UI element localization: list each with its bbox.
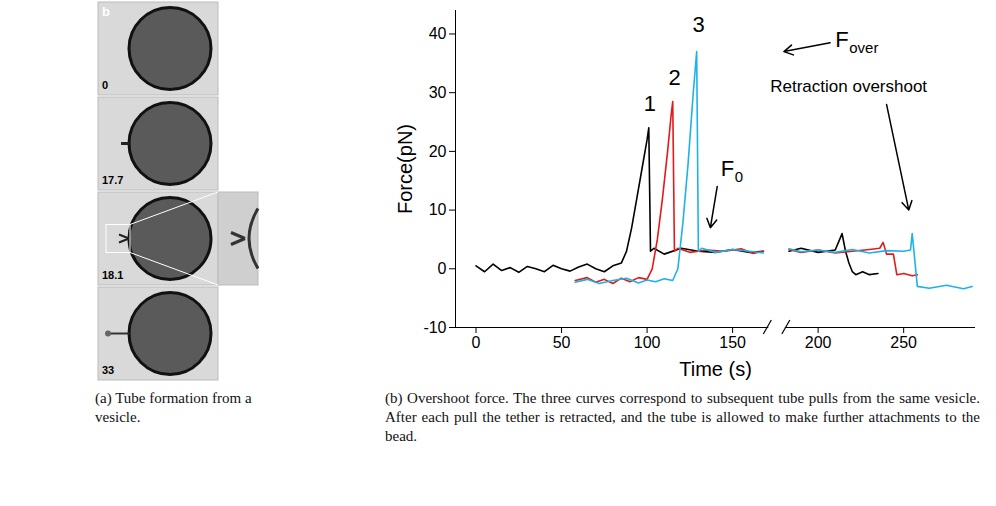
svg-text:50: 50 xyxy=(553,334,571,351)
svg-text:3: 3 xyxy=(692,12,704,37)
svg-text:Time (s): Time (s) xyxy=(679,358,752,380)
svg-text:2: 2 xyxy=(668,65,680,90)
svg-text:F: F xyxy=(835,27,848,52)
svg-text:100: 100 xyxy=(634,334,661,351)
svg-text:150: 150 xyxy=(719,334,746,351)
svg-text:250: 250 xyxy=(890,334,917,351)
svg-text:40: 40 xyxy=(429,25,447,42)
svg-text:33: 33 xyxy=(102,364,114,376)
svg-text:-10: -10 xyxy=(423,319,446,336)
svg-text:b: b xyxy=(102,4,110,19)
svg-text:0: 0 xyxy=(438,260,447,277)
svg-text:1: 1 xyxy=(644,91,656,116)
svg-text:over: over xyxy=(849,39,878,56)
svg-text:20: 20 xyxy=(429,143,447,160)
html-text:(b) Overshoot force. The three: (b) Overshoot force. The three curves co… xyxy=(385,390,980,444)
svg-text:0: 0 xyxy=(735,168,743,185)
svg-text:17.7: 17.7 xyxy=(102,174,123,186)
svg-text:10: 10 xyxy=(429,201,447,218)
html-text:(a) Tube formation from a vesi: (a) Tube formation from a vesicle. xyxy=(95,390,252,425)
svg-text:18.1: 18.1 xyxy=(102,269,123,281)
svg-text:F: F xyxy=(721,156,734,181)
svg-text:0: 0 xyxy=(102,79,108,91)
svg-text:Force(pN): Force(pN) xyxy=(394,124,416,214)
svg-text:Retraction overshoot: Retraction overshoot xyxy=(770,77,927,96)
svg-text:0: 0 xyxy=(472,334,481,351)
svg-text:30: 30 xyxy=(429,84,447,101)
svg-text:200: 200 xyxy=(805,334,832,351)
